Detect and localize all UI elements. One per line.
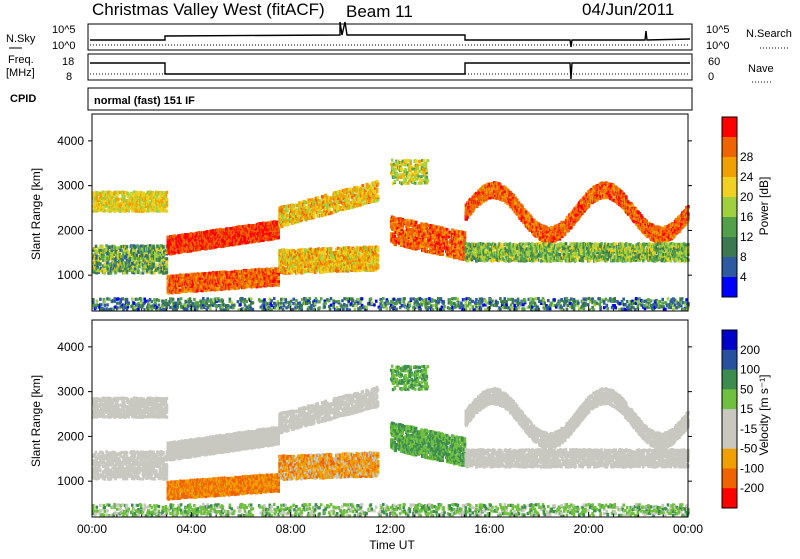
heatmap-cell (106, 261, 109, 264)
heatmap-cell (136, 209, 139, 212)
heatmap-cell (166, 198, 169, 201)
freq-label-2: [MHz] (6, 67, 35, 79)
heatmap-cell (166, 263, 169, 266)
heatmap-cell (117, 198, 120, 201)
nsky-panel-frame (88, 24, 692, 50)
nsky-tick-top: 10^5 (52, 24, 76, 36)
freq-panel-frame (88, 54, 692, 80)
plot-title: Christmas Valley West (fitACF) (92, 0, 325, 19)
nsky-tick-bottom: 10^0 (52, 40, 76, 52)
heatmap-cell (123, 195, 126, 198)
heatmap-cell (155, 263, 158, 266)
heatmap-cell (99, 262, 102, 265)
nave-label: Nave (748, 63, 774, 75)
freq-tick-top: 18 (62, 56, 74, 68)
nave-tick-bottom: 0 (708, 71, 714, 83)
heatmap-cell (126, 245, 129, 248)
nsky-line (90, 22, 690, 47)
heatmap-cell (166, 257, 169, 260)
freq-line (90, 63, 690, 79)
heatmap-cell (134, 249, 137, 252)
heatmap-cell (291, 271, 294, 274)
heatmap-cell (301, 248, 304, 251)
cpid-value: normal (fast) 151 IF (94, 95, 195, 107)
heatmap-cell (149, 249, 152, 252)
nave-tick-top: 60 (708, 56, 720, 68)
nsearch-label: N.Search (746, 28, 792, 40)
nsky-label: N.Sky (6, 33, 36, 45)
heatmap-cell (108, 245, 111, 248)
heatmap-cell (139, 271, 142, 274)
heatmap-cell (166, 191, 169, 194)
heatmap-cell (277, 273, 280, 276)
heatmap-cell (330, 247, 333, 250)
heatmap-cell (304, 263, 307, 266)
nsearch-tick-top: 10^5 (706, 24, 730, 36)
plot-svg: Christmas Valley West (fitACF) Beam 11 0… (0, 0, 800, 554)
beam-label: Beam 11 (346, 2, 413, 21)
heatmap-cell (277, 233, 280, 236)
heatmap-cell (277, 229, 280, 232)
heatmap-cell (230, 227, 233, 230)
heatmap-cell (162, 245, 165, 248)
freq-label-1: Freq. (8, 54, 34, 66)
radar-summary-plot: Christmas Valley West (fitACF) Beam 11 0… (0, 0, 800, 554)
date-label: 04/Jun/2011 (582, 0, 674, 19)
heatmap-cell (166, 210, 169, 213)
heatmap-cell (152, 245, 155, 248)
heatmap-cell (104, 191, 107, 194)
heatmap-cell (95, 245, 98, 248)
cpid-label: CPID (10, 93, 36, 105)
freq-tick-bottom: 8 (66, 71, 72, 83)
heatmap-cell (104, 209, 107, 212)
heatmap-cell (166, 271, 169, 274)
heatmap-cell (121, 255, 124, 258)
heatmap-cell (102, 259, 105, 262)
heatmap-cell (133, 190, 136, 193)
nsearch-tick-bottom: 10^0 (706, 40, 730, 52)
